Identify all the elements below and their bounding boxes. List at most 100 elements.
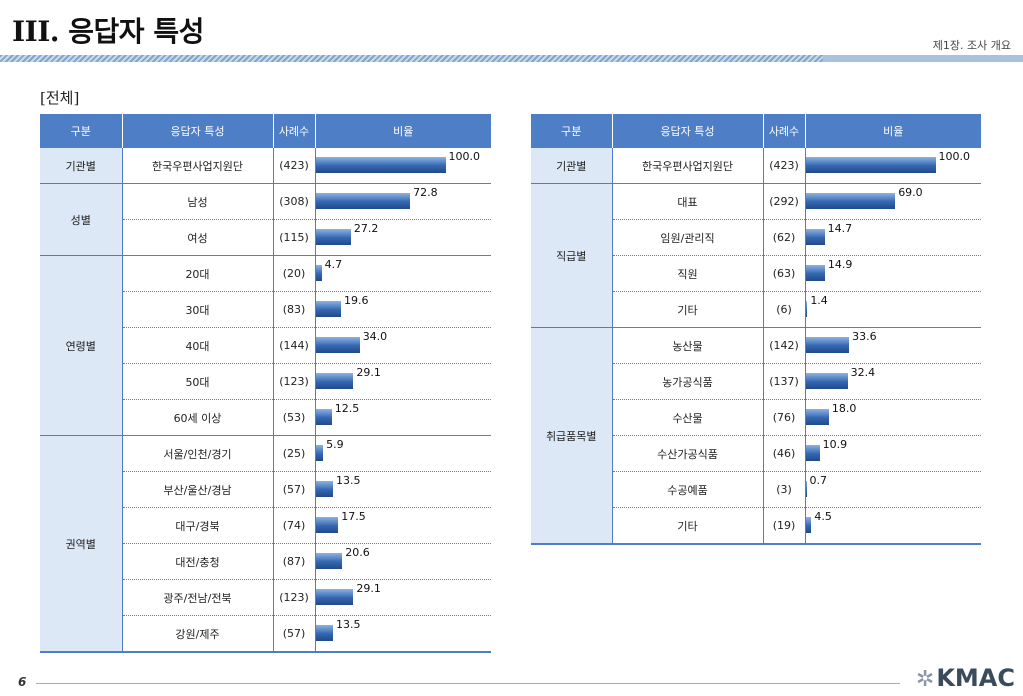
item-label: 임원/관리직 <box>612 219 764 256</box>
table-row: 수산물 (76) 18.0 <box>531 399 981 436</box>
table-row: 여성 (115) 27.2 <box>40 219 491 256</box>
group-cell: 연령별 <box>40 255 123 436</box>
chapter-label: 제1장. 조사 개요 <box>932 39 1011 52</box>
col-ratio-header: 비율 <box>314 114 491 148</box>
item-label: 60세 이상 <box>122 399 274 436</box>
item-label: 한국우편사업지원단 <box>122 148 274 184</box>
count-cell: (25) <box>273 435 316 472</box>
item-label: 여성 <box>122 219 274 256</box>
table-row: 기타 (19) 4.5 <box>531 507 981 545</box>
count-cell: (83) <box>273 291 316 328</box>
ratio-bar <box>805 517 812 533</box>
footer-divider <box>36 683 900 684</box>
ratio-bar <box>805 337 850 353</box>
ratio-value: 13.5 <box>336 618 361 631</box>
col-item-header: 응답자 특성 <box>611 114 763 148</box>
count-cell: (20) <box>273 255 316 292</box>
ratio-cell: 14.7 <box>805 219 981 256</box>
ratio-value: 33.6 <box>852 330 877 343</box>
item-label: 대전/충청 <box>122 543 274 580</box>
item-label: 기타 <box>612 291 764 328</box>
count-cell: (292) <box>763 183 806 220</box>
table-row: 직급별 대표 (292) 69.0 <box>531 183 981 328</box>
item-label: 한국우편사업지원단 <box>612 148 764 184</box>
item-label: 농산물 <box>612 327 764 364</box>
ratio-value: 72.8 <box>413 186 438 199</box>
count-cell: (142) <box>763 327 806 364</box>
item-label: 수산가공식품 <box>612 435 764 472</box>
count-cell: (57) <box>273 471 316 508</box>
table-row: 60세 이상 (53) 12.5 <box>40 399 491 436</box>
ratio-value: 14.7 <box>827 222 853 235</box>
item-label: 기타 <box>612 507 764 545</box>
ratio-cell: 13.5 <box>315 615 491 653</box>
ratio-bar <box>315 265 322 281</box>
ratio-cell: 33.6 <box>805 327 981 364</box>
ratio-bar <box>315 229 351 245</box>
ratio-value: 12.5 <box>334 402 360 415</box>
table-row: 연령별 20대 (20) 4.7 <box>40 255 491 436</box>
ratio-bar <box>805 373 848 389</box>
count-cell: (63) <box>763 255 806 292</box>
ratio-cell: 72.8 <box>315 183 491 220</box>
left-respondent-table: 구분 응답자 특성 사례수 비율 기관별 한국우편사업지원단 (423) 100.0 성… <box>40 114 491 653</box>
item-label: 50대 <box>122 363 274 400</box>
ratio-bar <box>805 229 825 245</box>
item-label: 농가공식품 <box>612 363 764 400</box>
ratio-value: 0.7 <box>809 474 828 487</box>
ratio-cell: 100.0 <box>805 148 981 184</box>
count-cell: (123) <box>273 363 316 400</box>
ratio-value: 10.9 <box>822 438 848 451</box>
table-row: 농가공식품 (137) 32.4 <box>531 363 981 400</box>
table-row: 성별 남성 (308) 72.8 <box>40 183 491 256</box>
ratio-cell: 10.9 <box>805 435 981 472</box>
table-row: 강원/제주 (57) 13.5 <box>40 615 491 653</box>
ratio-bar <box>805 301 808 317</box>
ratio-value: 13.5 <box>336 474 361 487</box>
ratio-cell: 19.6 <box>315 291 491 328</box>
col-group-header: 구분 <box>531 114 612 148</box>
item-label: 대구/경북 <box>122 507 274 544</box>
page-number: 6 <box>18 675 27 689</box>
table-row: 30대 (83) 19.6 <box>40 291 491 328</box>
ratio-bar <box>315 337 360 353</box>
ratio-value: 4.5 <box>814 510 832 523</box>
ratio-value: 69.0 <box>898 186 923 199</box>
item-label: 수산물 <box>612 399 764 436</box>
col-count-header: 사례수 <box>762 114 805 148</box>
table-row: 수산가공식품 (46) 10.9 <box>531 435 981 472</box>
col-ratio-header: 비율 <box>804 114 981 148</box>
ratio-value: 29.1 <box>356 366 381 379</box>
ratio-bar <box>315 481 334 497</box>
ratio-cell: 27.2 <box>315 219 491 256</box>
table-row: 기관별 한국우편사업지원단 (423) 100.0 <box>40 148 491 184</box>
section-subtitle: [전체] <box>40 89 80 107</box>
col-item-header: 응답자 특성 <box>121 114 273 148</box>
ratio-cell: 34.0 <box>315 327 491 364</box>
table-row: 대구/경북 (74) 17.5 <box>40 507 491 544</box>
ratio-value: 34.0 <box>362 330 388 343</box>
ratio-bar <box>805 409 829 425</box>
ratio-value: 29.1 <box>356 582 381 595</box>
item-label: 남성 <box>122 183 274 220</box>
group-cell: 성별 <box>40 183 123 256</box>
table-row: 기관별 한국우편사업지원단 (423) 100.0 <box>531 148 981 184</box>
count-cell: (76) <box>763 399 806 436</box>
ratio-bar <box>315 373 354 389</box>
ratio-value: 18.0 <box>831 402 857 415</box>
page-title: III. 응답자 특성 <box>12 15 204 48</box>
logo-text: KMAC <box>936 664 1015 692</box>
ratio-bar <box>315 553 343 569</box>
ratio-value: 100.0 <box>448 150 481 163</box>
count-cell: (123) <box>273 579 316 616</box>
item-label: 광주/전남/전북 <box>122 579 274 616</box>
ratio-bar <box>315 625 334 641</box>
table-row: 기타 (6) 1.4 <box>531 291 981 328</box>
ratio-cell: 29.1 <box>315 363 491 400</box>
ratio-cell: 32.4 <box>805 363 981 400</box>
ratio-bar <box>315 409 332 425</box>
group-cell: 기관별 <box>40 148 123 184</box>
count-cell: (115) <box>273 219 316 256</box>
table-row: 임원/관리직 (62) 14.7 <box>531 219 981 256</box>
gear-logo-icon: ✲ <box>915 667 935 692</box>
